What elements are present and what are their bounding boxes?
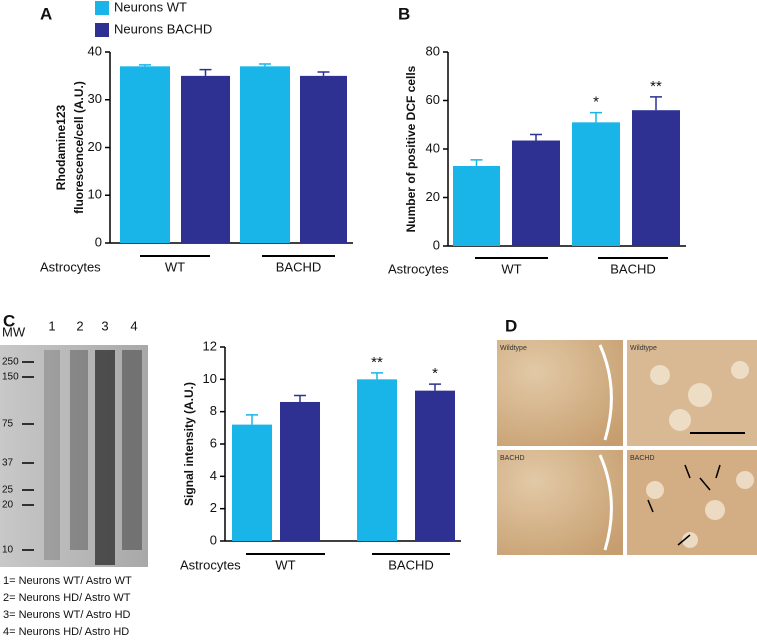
mw-label: 37 [2,458,14,469]
y-axis-label: Number of positive DCF cells [404,65,418,232]
error-bar [650,96,662,111]
bar [572,122,620,246]
y-tick-label: 2 [210,500,217,515]
y-tick-label: 20 [88,139,102,154]
error-bar [470,159,483,166]
error-bar [429,383,441,391]
image-label: Wildtype [500,345,527,352]
lane-label: 3 [101,318,108,333]
bar [280,401,320,541]
blot-legend: 2= Neurons HD/ Astro WT [3,592,131,604]
group-label: BACHD [610,261,656,276]
significance: * [593,94,599,111]
lane-label: 4 [130,318,137,333]
mw-label: 250 [2,357,19,368]
y-tick-label: 10 [88,187,102,202]
y-tick-label: 20 [426,189,440,204]
panel-letter: A [40,4,52,23]
y-tick-label: 6 [210,435,217,450]
lane-label: 2 [76,318,83,333]
error-bar [371,372,383,380]
y-tick-label: 4 [210,468,217,483]
y-tick-label: 40 [88,43,102,58]
y-tick-label: 0 [95,234,102,249]
bar [120,66,170,243]
mw-label: 25 [2,485,14,496]
y-axis-label: Rhodamine123 [54,104,68,190]
legend-swatch [95,23,109,37]
x-axis-label: Astrocytes [180,557,241,572]
bar [512,140,560,246]
bar [453,165,500,246]
panel-letter: B [398,4,410,23]
histology-images [497,340,757,555]
western-blot [0,345,148,567]
error-bar [294,394,306,402]
bar [632,110,680,246]
error-bar [199,68,212,76]
bar [415,390,455,541]
error-bar [246,414,258,425]
y-axis-label: Signal intensity (A.U.) [182,382,196,506]
panel-letter: D [505,316,517,335]
bar [181,75,230,243]
bar [300,75,347,243]
y-tick-label: 80 [426,43,440,58]
mw-label: 20 [2,500,14,511]
y-tick-label: 0 [433,237,440,252]
error-bar [317,71,330,76]
significance: ** [650,78,662,95]
blot-legend: 1= Neurons WT/ Astro WT [3,575,132,587]
y-axis-label: fluorescence/cell (A.U.) [72,81,86,214]
significance: ** [371,354,383,371]
image-label: BACHD [500,455,525,462]
image-label: Wildtype [630,345,657,352]
group-label: BACHD [276,259,322,274]
y-tick-label: 8 [210,403,217,418]
mw-label: 150 [2,372,19,383]
x-axis-label: Astrocytes [40,259,101,274]
group-label: WT [275,557,295,572]
mw-label: 10 [2,545,14,556]
image-label: BACHD [630,455,655,462]
y-tick-label: 60 [426,92,440,107]
bar [357,379,397,541]
blot-header: MW [2,324,26,339]
group-label: WT [501,261,521,276]
blot-legend: 4= Neurons HD/ Astro HD [3,626,129,638]
significance: * [432,365,438,382]
y-tick-label: 0 [210,532,217,547]
bar [232,424,272,541]
panel-letter: C [3,311,15,330]
error-bar [530,133,542,141]
group-label: WT [165,259,185,274]
group-label: BACHD [388,557,434,572]
legend-swatch [95,1,109,15]
lane-label: 1 [48,318,55,333]
y-tick-label: 30 [88,91,102,106]
legend-label: Neurons WT [114,0,187,14]
blot-legend: 3= Neurons WT/ Astro HD [3,609,131,621]
y-tick-label: 40 [426,140,440,155]
y-tick-label: 12 [203,338,217,353]
error-bar [259,63,271,67]
x-axis-label: Astrocytes [388,261,449,276]
error-bar [139,64,151,67]
mw-label: 75 [2,419,14,430]
legend-label: Neurons BACHD [114,21,212,36]
y-tick-label: 10 [203,371,217,386]
error-bar [590,111,602,123]
bar [240,66,290,243]
